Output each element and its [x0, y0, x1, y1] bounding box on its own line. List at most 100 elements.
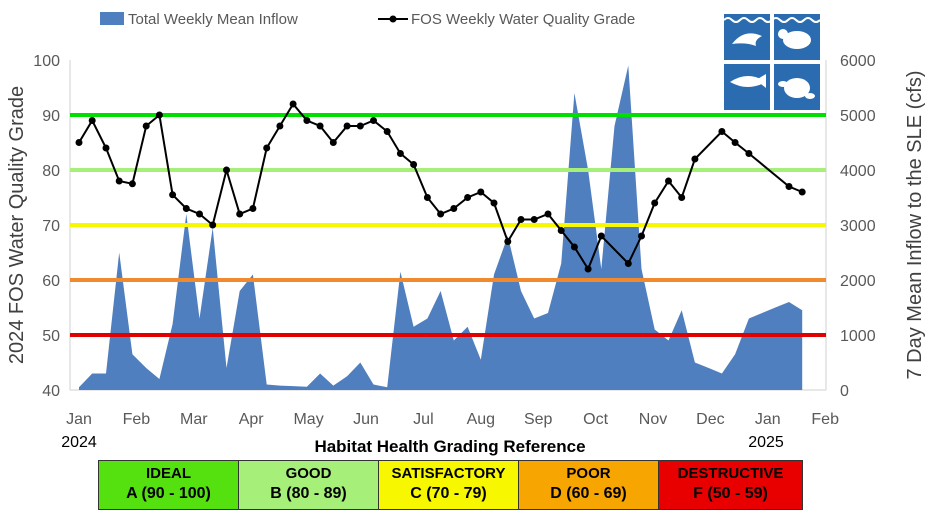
- grade-point-6: [155, 111, 163, 119]
- right-tick-1000: 1000: [840, 328, 876, 345]
- left-tick-labels: 40 50 60 70 80 90 100: [33, 53, 60, 400]
- grade-point-37: [570, 243, 578, 251]
- grade-box-good: GOOD B (80 - 89): [238, 460, 379, 510]
- wildlife-logo-icon: [723, 14, 821, 110]
- grade-point-3: [115, 177, 123, 185]
- grade-point-0: [75, 139, 83, 146]
- x-tick-1: Feb: [123, 411, 151, 428]
- grade-name-poor: POOR: [566, 465, 611, 482]
- legend-grade-marker: [389, 15, 397, 23]
- inflow-area-layer: [79, 65, 803, 390]
- left-tick-80: 80: [42, 163, 60, 180]
- grade-point-28: [450, 205, 458, 212]
- x-tick-2: Mar: [180, 411, 208, 428]
- legend-grade-label: FOS Weekly Water Quality Grade: [411, 11, 635, 28]
- grade-point-43: [665, 177, 672, 185]
- grade-point-5: [142, 122, 150, 130]
- grade-point-23: [383, 128, 391, 135]
- grade-name-ideal: IDEAL: [146, 465, 191, 482]
- grade-point-47: [731, 139, 739, 146]
- left-tick-100: 100: [33, 53, 60, 70]
- grade-point-21: [356, 122, 364, 130]
- x-tick-0: Jan: [66, 411, 92, 428]
- grade-point-15: [276, 122, 284, 130]
- grade-range-good: B (80 - 89): [270, 485, 347, 502]
- grade-point-2: [102, 144, 110, 152]
- grade-point-12: [236, 210, 244, 218]
- grade-point-19: [329, 139, 337, 146]
- grade-point-36: [557, 227, 565, 234]
- grade-line-layer: [75, 100, 806, 273]
- left-axis-title: 2024 FOS Water Quality Grade: [6, 86, 28, 364]
- x-tick-10: Nov: [639, 411, 667, 428]
- grade-point-49: [785, 183, 793, 190]
- grade-point-39: [597, 232, 605, 240]
- grade-point-32: [504, 238, 512, 245]
- right-tick-4000: 4000: [840, 163, 876, 180]
- grade-point-26: [423, 194, 431, 201]
- left-tick-40: 40: [42, 383, 60, 400]
- grade-point-46: [718, 128, 726, 135]
- left-tick-70: 70: [42, 218, 60, 235]
- grade-point-48: [745, 150, 753, 157]
- grade-point-29: [464, 194, 472, 201]
- grade-point-11: [223, 166, 230, 174]
- grade-box-poor: POOR D (60 - 69): [518, 460, 659, 510]
- left-tick-90: 90: [42, 108, 60, 125]
- grade-name-satisfactory: SATISFACTORY: [391, 465, 506, 482]
- grade-point-38: [584, 265, 592, 273]
- grade-point-9: [196, 210, 203, 218]
- grade-point-31: [490, 199, 498, 207]
- grade-point-20: [343, 122, 351, 130]
- reference-title: Habitat Health Grading Reference: [314, 437, 585, 456]
- grade-point-33: [517, 216, 525, 223]
- grade-point-14: [263, 144, 271, 152]
- grade-range-poor: D (60 - 69): [550, 485, 627, 502]
- grade-name-good: GOOD: [285, 465, 332, 482]
- grade-point-16: [289, 100, 297, 108]
- x-tick-6: Jul: [413, 411, 433, 428]
- x-tick-3: Apr: [239, 411, 265, 428]
- left-tick-50: 50: [42, 328, 60, 345]
- x-tick-9: Oct: [583, 411, 608, 428]
- left-tick-60: 60: [42, 273, 60, 290]
- grade-point-27: [437, 210, 445, 218]
- grade-point-42: [651, 199, 659, 207]
- right-tick-5000: 5000: [840, 108, 876, 125]
- grade-point-18: [316, 122, 324, 130]
- right-axis-title: 7 Day Mean Inflow to the SLE (cfs): [904, 70, 926, 379]
- x-tick-13: Feb: [811, 411, 839, 428]
- grade-range-ideal: A (90 - 100): [126, 485, 211, 502]
- x-tick-11: Dec: [696, 411, 724, 428]
- grade-point-13: [249, 205, 257, 212]
- grade-point-17: [303, 117, 311, 124]
- threshold-lines: [70, 113, 826, 337]
- right-tick-labels: 0 1000 2000 3000 4000 5000 6000: [840, 53, 876, 400]
- grade-range-destructive: F (50 - 59): [693, 485, 768, 502]
- grade-point-41: [638, 232, 645, 240]
- grade-point-45: [691, 155, 699, 163]
- grade-point-24: [396, 150, 404, 157]
- x-tick-5: Jun: [353, 411, 379, 428]
- grade-name-destructive: DESTRUCTIVE: [677, 465, 784, 482]
- legend-inflow-label: Total Weekly Mean Inflow: [128, 11, 298, 28]
- x-tick-8: Sep: [524, 411, 553, 428]
- grade-point-40: [624, 260, 632, 267]
- grade-point-25: [410, 161, 418, 168]
- inflow-area: [79, 65, 803, 390]
- grade-point-44: [678, 194, 686, 201]
- grade-point-35: [544, 210, 552, 218]
- grade-point-22: [370, 117, 377, 124]
- right-tick-2000: 2000: [840, 273, 876, 290]
- year-label-2024: 2024: [61, 434, 97, 451]
- grade-point-50: [798, 188, 806, 196]
- x-tick-4: May: [293, 411, 323, 428]
- grade-point-30: [477, 188, 485, 196]
- right-tick-6000: 6000: [840, 53, 876, 70]
- grade-box-ideal: IDEAL A (90 - 100): [98, 460, 239, 510]
- right-tick-3000: 3000: [840, 218, 876, 235]
- grade-box-satisfactory: SATISFACTORY C (70 - 79): [378, 460, 519, 510]
- right-tick-0: 0: [840, 383, 849, 400]
- x-tick-labels: Jan Feb Mar Apr May Jun Jul Aug Sep Oct Nov Dec Jan F…: [66, 411, 839, 428]
- grade-point-8: [182, 205, 190, 212]
